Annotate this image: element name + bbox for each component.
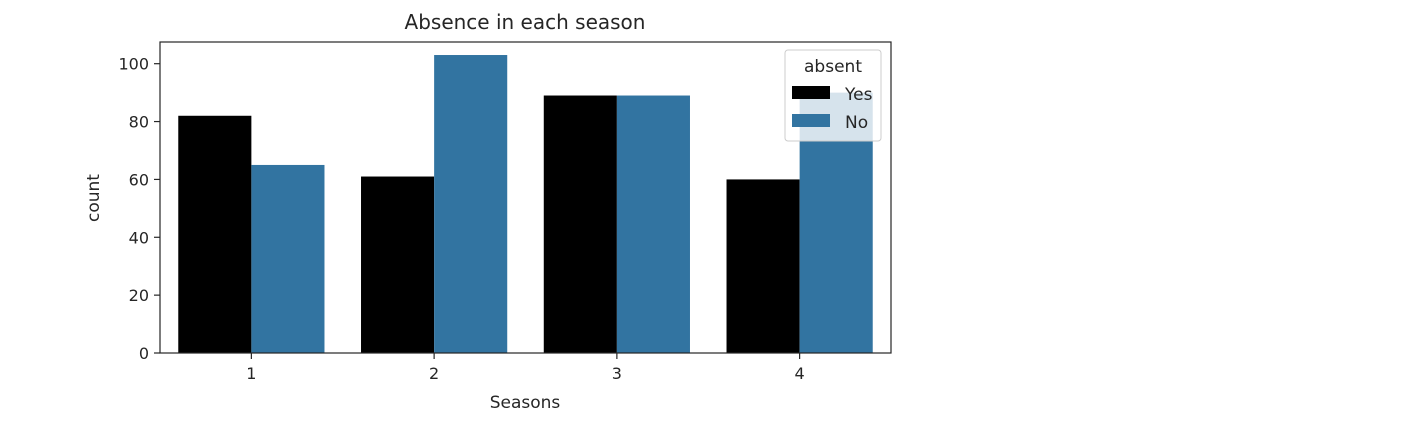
legend-title: absent xyxy=(804,57,862,77)
legend: absent Yes No xyxy=(784,49,882,142)
legend-swatch-no xyxy=(792,114,830,127)
y-tick-label: 100 xyxy=(118,55,149,74)
x-tick-label: 4 xyxy=(795,364,805,383)
legend-label-no: No xyxy=(845,113,868,133)
bar-yes-season-2 xyxy=(361,176,435,353)
x-axis: 1 2 3 4 xyxy=(246,353,805,383)
chart-title: Absence in each season xyxy=(405,10,646,34)
bars-layer xyxy=(178,55,873,354)
y-axis-label: count xyxy=(84,174,104,222)
legend-swatch-yes xyxy=(792,86,830,99)
bar-no-season-2 xyxy=(434,55,508,354)
y-tick-label: 20 xyxy=(129,286,149,305)
bar-yes-season-1 xyxy=(178,115,252,354)
x-tick-label: 1 xyxy=(246,364,256,383)
y-axis: 0 20 40 60 80 100 xyxy=(118,55,160,363)
bar-no-season-3 xyxy=(616,95,690,354)
bar-yes-season-3 xyxy=(543,95,617,354)
x-axis-label: Seasons xyxy=(490,393,561,413)
y-tick-label: 40 xyxy=(129,228,149,247)
y-tick-label: 60 xyxy=(129,170,149,189)
bar-no-season-1 xyxy=(251,164,325,353)
x-tick-label: 3 xyxy=(612,364,622,383)
y-tick-label: 80 xyxy=(129,113,149,132)
y-tick-label: 0 xyxy=(139,344,149,363)
legend-label-yes: Yes xyxy=(844,85,873,105)
x-tick-label: 2 xyxy=(429,364,439,383)
bar-yes-season-4 xyxy=(726,179,800,353)
legend-items: Yes No xyxy=(792,85,873,133)
plot-frame xyxy=(159,41,892,354)
